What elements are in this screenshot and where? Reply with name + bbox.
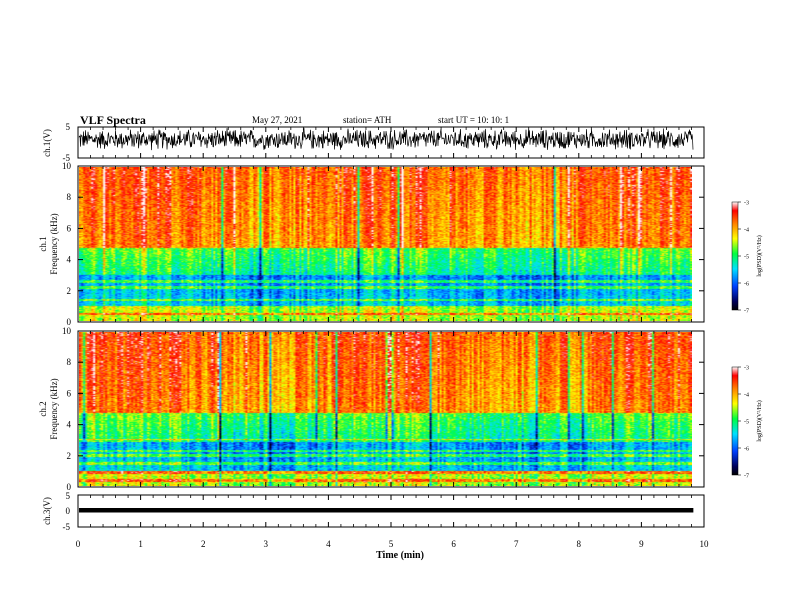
time-tick-label: 7: [514, 539, 519, 549]
colorbar-tick-label: -7: [744, 309, 749, 315]
time-tick-label: 9: [639, 539, 644, 549]
frequency-tick-label: 4: [67, 420, 72, 430]
frequency-tick-label: 2: [67, 451, 72, 461]
time-tick-label: 2: [201, 539, 206, 549]
ch2-ylabel-channel: ch.2: [38, 401, 48, 416]
colorbar-tick-label: -4: [744, 393, 749, 399]
ch1-colorbar: [731, 201, 739, 311]
station-label: station= ATH: [343, 115, 392, 125]
colorbar-tick-label: -3: [744, 201, 749, 207]
time-tick-label: 10: [700, 539, 710, 549]
ch3-waveform-panel: 5 0 -5 ch.3(V) Time (min): [42, 491, 705, 561]
time-tick-label: 0: [76, 539, 81, 549]
figure-title: VLF Spectra: [80, 113, 146, 127]
ch1-ytick-bottom: -5: [63, 153, 71, 163]
frequency-tick-label: 2: [67, 286, 72, 296]
colorbar-tick-label: -4: [744, 228, 749, 234]
ch1-spectrogram-heatmap: [79, 167, 692, 321]
time-axis-ticks: 0 1 2 3 4 5 6 7 8 9 10: [76, 127, 709, 549]
colorbar-tick-label: -7: [744, 474, 749, 480]
frequency-tick-label: 4: [67, 255, 72, 265]
ch3-ylabel: ch.3(V): [42, 497, 52, 525]
ch2-colorbar: [731, 366, 739, 476]
frequency-tick-label: 0: [67, 317, 72, 327]
ch1-colorbar-ticks: -3 -4 -5 -6 -7: [738, 201, 749, 315]
colorbar-tick-label: -3: [744, 366, 749, 372]
ch3-ytick-middle: 0: [66, 506, 71, 516]
frequency-tick-label: 8: [67, 192, 72, 202]
ch1-ylabel-channel: ch.1: [38, 236, 48, 251]
time-tick-label: 1: [138, 539, 143, 549]
frequency-tick-label: 0: [67, 482, 72, 492]
ch3-ytick-bottom: -5: [63, 522, 71, 532]
ch3-ytick-top: 5: [66, 491, 71, 501]
x-axis-label: Time (min): [376, 550, 424, 561]
frequency-tick-label: 6: [67, 223, 72, 233]
frequency-tick-label: 8: [67, 357, 72, 367]
colorbar-tick-label: -6: [744, 447, 749, 453]
ch1-colorbar-label: log(PSD)(V²/Hz): [756, 235, 763, 276]
ch1-ylabel: ch.1(V): [42, 129, 52, 157]
colorbar-tick-label: -6: [744, 282, 749, 288]
ch1-waveform-panel: 5 -5 ch.1(V): [42, 122, 705, 163]
date-label: May 27, 2021: [252, 115, 303, 125]
ch2-colorbar-ticks: -3 -4 -5 -6 -7: [738, 366, 749, 480]
frequency-tick-label: 10: [62, 326, 72, 336]
frequency-tick-label: 6: [67, 388, 72, 398]
frequency-tick-label: 10: [62, 161, 72, 171]
time-tick-label: 6: [451, 539, 456, 549]
ch2-spectrogram-heatmap: [79, 332, 692, 486]
ch2-ylabel-frequency: Frequency (kHz): [49, 378, 59, 439]
start-time-label: start UT = 10: 10: 1: [438, 115, 510, 125]
time-tick-label: 5: [389, 539, 394, 549]
time-tick-label: 8: [577, 539, 582, 549]
ch3-waveform-trace: [79, 508, 694, 513]
ch1-waveform-trace: [78, 127, 694, 151]
ch1-ytick-top: 5: [66, 122, 71, 132]
time-tick-label: 4: [326, 539, 331, 549]
ch2-frequency-ticks: 0 2 4 6 8 10: [62, 326, 704, 492]
ch1-ylabel-frequency: Frequency (kHz): [49, 213, 59, 274]
colorbar-tick-label: -5: [744, 420, 749, 426]
ch1-frequency-ticks: 0 2 4 6 8 10: [62, 161, 704, 327]
ch2-colorbar-label: log(PSD)(V²/Hz): [756, 400, 763, 441]
colorbar-tick-label: -5: [744, 255, 749, 261]
time-tick-label: 3: [264, 539, 269, 549]
